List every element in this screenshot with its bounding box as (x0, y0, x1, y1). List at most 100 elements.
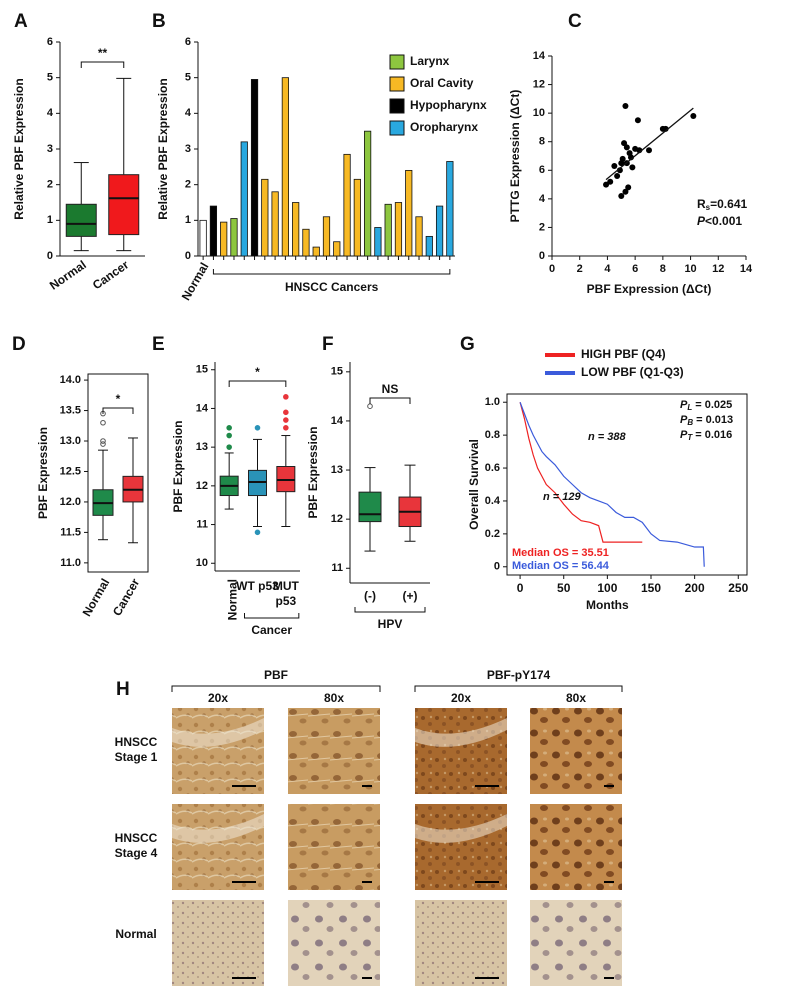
n-label: n = 129 (543, 491, 581, 503)
y-tick-label: 12 (196, 480, 208, 492)
x-tick-label: 0 (549, 263, 555, 275)
y-tick-label: 15 (196, 364, 208, 376)
y-tick-label: 13.0 (60, 435, 81, 447)
group-bracket (414, 685, 623, 692)
micrograph (530, 900, 622, 986)
outlier (367, 403, 373, 410)
bar (353, 178, 361, 257)
y-tick-label: 6 (185, 36, 191, 48)
micrograph (415, 708, 507, 794)
significance-label: * (255, 365, 260, 379)
bar (292, 202, 300, 257)
p-symbol: P (680, 414, 688, 426)
y-tick-label: 1 (185, 214, 191, 226)
stroma-region (415, 814, 507, 843)
n-label: n = 388 (588, 431, 626, 443)
bar (302, 228, 310, 257)
y-tick-label: 13 (331, 464, 343, 476)
stat-text: P<0.001 (697, 214, 742, 228)
x-tick-label: 2 (577, 263, 583, 275)
panel-label: E (152, 334, 165, 355)
group-bracket (171, 685, 381, 692)
y-tick-label: 4 (185, 107, 192, 119)
p-subscript: B (687, 418, 693, 427)
point (622, 103, 629, 109)
y-tick-label: 12 (331, 513, 343, 525)
y-tick-label: 0 (494, 561, 500, 573)
survival-curve (519, 402, 705, 567)
p-value-text: = 0.016 (695, 429, 732, 441)
bar (240, 141, 248, 257)
bar (230, 218, 238, 257)
legend-swatch (389, 54, 405, 70)
y-tick-label: 2 (539, 221, 545, 233)
point (629, 164, 636, 171)
y-tick-label: 0.4 (485, 495, 501, 507)
y-tick-label: 6 (539, 164, 545, 176)
outlier (254, 424, 261, 431)
point (619, 155, 626, 162)
y-tick-label: 3 (47, 143, 53, 155)
micrograph (530, 804, 622, 890)
point (618, 193, 625, 199)
plot-frame (506, 393, 748, 576)
group-label: Cancer (251, 623, 292, 637)
micrograph (288, 900, 380, 986)
x-tick-label: 12 (712, 263, 724, 275)
x-tick-label: MUT p53 (272, 579, 299, 608)
outlier (226, 432, 232, 439)
bar (435, 205, 444, 257)
x-axis-title: HNSCC Cancers (285, 280, 379, 294)
legend-label: Hypopharynx (410, 98, 487, 112)
group-title: PBF-pY174 (487, 668, 551, 682)
stroma-region (415, 718, 507, 747)
y-tick-label: 3 (185, 143, 191, 155)
group-label: HPV (378, 617, 403, 631)
panel-label: D (12, 334, 26, 355)
p-subscript: T (687, 433, 693, 442)
bar (261, 178, 269, 257)
y-tick-label: 1.0 (485, 396, 500, 408)
y-axis-title: PTTG Expression (ΔCt) (508, 90, 522, 223)
x-tick-label: (-) (364, 589, 376, 603)
outlier (254, 529, 261, 536)
y-tick-label: 10 (196, 557, 208, 569)
median-label: Median OS = 56.44 (512, 560, 610, 572)
bar (312, 246, 320, 257)
panel-label: C (568, 11, 582, 32)
column-label: 80x (566, 691, 586, 705)
x-tick-label: 6 (632, 263, 638, 275)
y-tick-label: 11 (331, 562, 343, 574)
bar (220, 221, 228, 257)
x-tick-label: Normal (225, 579, 239, 620)
stat-text: Rs=0.641 (697, 197, 747, 212)
y-tick-label: 1 (47, 214, 53, 226)
legend-swatch (389, 120, 405, 136)
significance-bracket (228, 380, 287, 387)
point (623, 144, 630, 151)
x-tick-label: Normal (80, 576, 113, 619)
y-tick-label: 4 (47, 107, 54, 119)
x-tick-label: (+) (403, 589, 418, 603)
y-tick-label: 5 (185, 72, 191, 84)
y-tick-label: 14.0 (60, 374, 81, 386)
legend-label: LOW PBF (Q1-Q3) (581, 365, 684, 379)
x-tick-label: 14 (740, 263, 753, 275)
outlier (226, 424, 232, 431)
outlier (100, 441, 106, 447)
panel-label: B (152, 11, 166, 32)
p-value: PL = 0.025 (680, 399, 732, 412)
group-bracket (244, 613, 300, 619)
point (634, 117, 641, 124)
bar (425, 235, 433, 257)
micrograph (288, 804, 380, 890)
legend-swatch (389, 98, 405, 114)
x-tick-label: 8 (660, 263, 666, 275)
micrograph (172, 804, 264, 890)
bar (374, 227, 382, 257)
y-tick-label: 14 (331, 415, 344, 427)
point (607, 178, 614, 185)
stroma-region (172, 814, 264, 843)
